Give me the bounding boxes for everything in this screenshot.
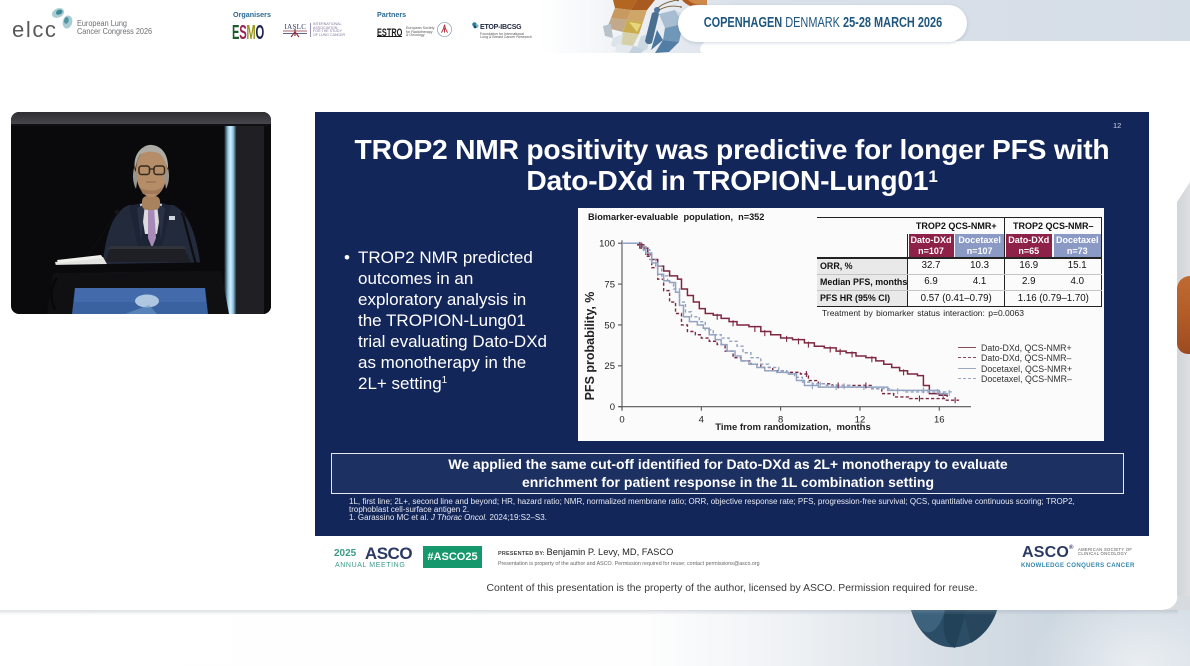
svg-text:4: 4 <box>699 415 704 426</box>
svg-text:16: 16 <box>934 415 945 426</box>
svg-text:100: 100 <box>599 239 615 250</box>
svg-text:0: 0 <box>610 402 615 413</box>
svg-text:12: 12 <box>855 415 866 426</box>
svg-text:0: 0 <box>619 415 624 426</box>
svg-text:75: 75 <box>604 279 615 290</box>
svg-text:25: 25 <box>604 361 615 372</box>
svg-text:8: 8 <box>778 415 783 426</box>
svg-text:50: 50 <box>604 320 615 331</box>
